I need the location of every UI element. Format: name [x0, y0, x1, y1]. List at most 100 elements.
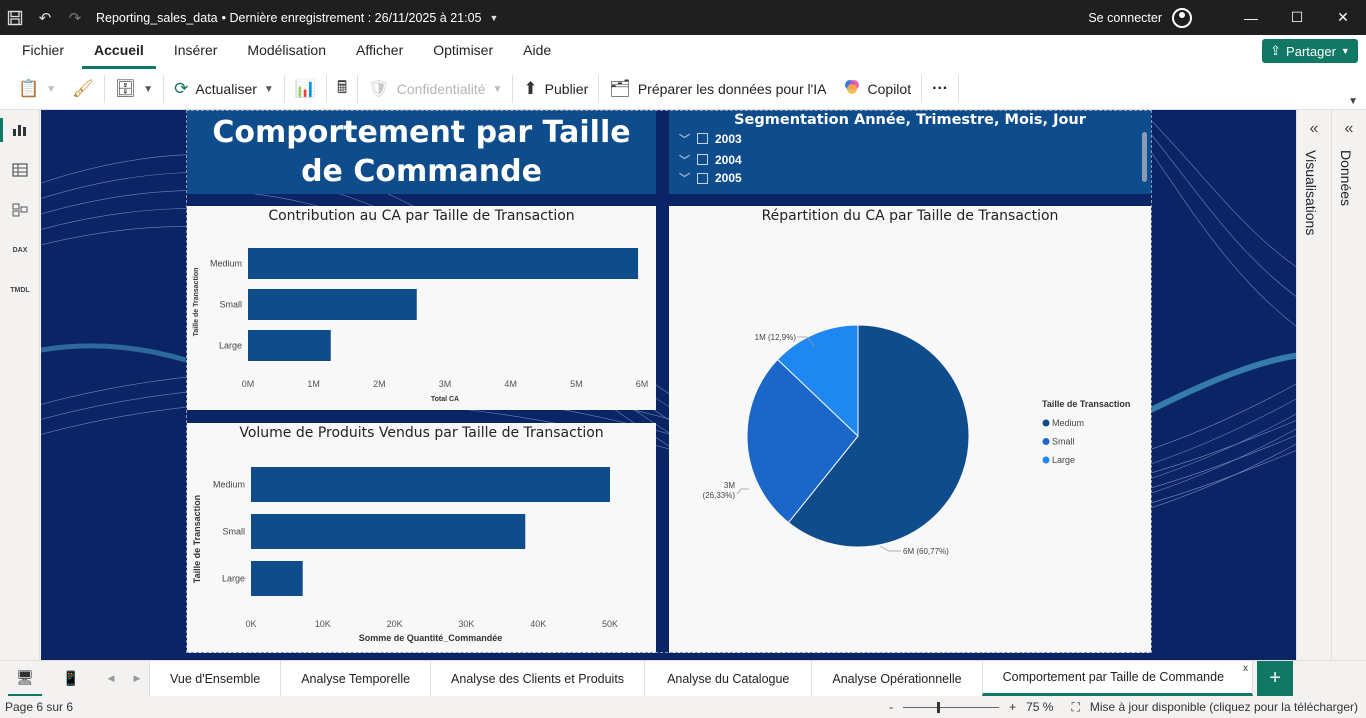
- date-slicer[interactable]: Segmentation Année, Trimestre, Mois, Jou…: [669, 110, 1151, 194]
- prepare-ai-button[interactable]: 🗂 Préparer les données pour l'IA: [601, 72, 834, 106]
- chevron-down-icon: ▼: [1340, 46, 1350, 56]
- zoom-out-icon[interactable]: -: [889, 700, 894, 714]
- menu-optimiser[interactable]: Optimiser: [433, 42, 494, 58]
- divider: [512, 75, 514, 103]
- bar-small: [248, 289, 417, 320]
- menu-inserer[interactable]: Insérer: [173, 42, 218, 58]
- minimize-icon[interactable]: —: [1244, 9, 1258, 26]
- menu-accueil[interactable]: Accueil: [82, 35, 156, 69]
- save-icon[interactable]: [0, 0, 30, 35]
- bar-medium: [248, 248, 639, 279]
- status-bar: Page 6 sur 6 - + 75 % ⛶ Mise à jour disp…: [0, 696, 1366, 718]
- category-label: Large: [222, 574, 245, 584]
- tab-analyse-catalogue[interactable]: Analyse du Catalogue: [644, 661, 813, 696]
- publish-button[interactable]: ⬆ Publier: [515, 72, 596, 106]
- tmdl-view-icon[interactable]: TMDL: [0, 270, 40, 310]
- chevron-down-icon: ▼: [263, 83, 274, 95]
- signin-link[interactable]: Se connecter: [1088, 10, 1162, 25]
- redo-icon[interactable]: ↷: [68, 9, 82, 27]
- new-visual-button[interactable]: 📊: [287, 72, 324, 106]
- menu-fichier[interactable]: Fichier: [22, 42, 65, 58]
- pie-data-label: (26,33%): [703, 491, 736, 500]
- publish-label: Publier: [544, 81, 589, 97]
- tab-analyse-operationnelle[interactable]: Analyse Opérationnelle: [811, 661, 983, 696]
- tab-vue-ensemble[interactable]: Vue d'Ensemble: [149, 661, 282, 696]
- more-options-button[interactable]: ···: [924, 72, 956, 106]
- revenue-bar-chart-card[interactable]: Contribution au CA par Taille de Transac…: [187, 206, 656, 410]
- undo-icon[interactable]: ↶: [38, 9, 52, 27]
- get-data-button[interactable]: 🗄 ▼: [107, 72, 162, 106]
- close-tab-icon[interactable]: x: [1243, 663, 1249, 674]
- x-axis-label: Total CA: [431, 396, 459, 403]
- divider: [958, 75, 960, 103]
- report-view-icon[interactable]: [0, 110, 40, 150]
- maximize-icon[interactable]: ☐: [1290, 9, 1304, 25]
- report-canvas[interactable]: Comportement par Taille de Commande Segm…: [41, 110, 1296, 660]
- prepare-ai-label: Préparer les données pour l'IA: [637, 81, 827, 97]
- x-tick-label: 5M: [570, 379, 583, 389]
- menu-modelisation[interactable]: Modélisation: [247, 42, 327, 58]
- fit-to-page-icon[interactable]: ⛶: [1071, 699, 1080, 714]
- tab-label: Comportement par Taille de Commande: [1002, 670, 1225, 684]
- zoom-slider-thumb[interactable]: [937, 701, 941, 713]
- pie-data-label: 3M: [724, 481, 735, 490]
- quantity-bar-chart-card[interactable]: Volume de Produits Vendus par Taille de …: [187, 423, 656, 653]
- checkbox[interactable]: [697, 172, 708, 184]
- brush-icon: 🖌: [72, 79, 94, 98]
- chevron-down-icon: ▼: [46, 83, 57, 95]
- tab-analyse-clients-produits[interactable]: Analyse des Clients et Produits: [430, 661, 646, 696]
- refresh-button[interactable]: ⟳ Actualiser ▼: [166, 72, 282, 106]
- chevron-down-icon[interactable]: ﹀: [679, 173, 690, 185]
- tab-comportement-taille[interactable]: Comportement par Taille de Commande x: [981, 661, 1254, 696]
- menu-afficher[interactable]: Afficher: [356, 42, 404, 58]
- dax-query-view-icon[interactable]: DAX: [0, 230, 40, 270]
- legend-item-label: Small: [1052, 437, 1075, 447]
- visualisations-pane[interactable]: « Visualisations: [1296, 110, 1331, 660]
- slicer-item[interactable]: ﹀ 2004: [679, 149, 1151, 170]
- checkbox[interactable]: [697, 133, 708, 144]
- slicer-title: Segmentation Année, Trimestre, Mois, Jou…: [734, 112, 1086, 128]
- prev-page-icon[interactable]: ◀: [107, 673, 115, 683]
- bar-large: [248, 330, 331, 361]
- data-pane[interactable]: « Données: [1331, 110, 1366, 660]
- pie-leader-line: [736, 488, 749, 495]
- paste-button[interactable]: 📋 ▼: [10, 72, 64, 106]
- slicer-item[interactable]: ﹀ 2005: [679, 170, 1151, 186]
- close-icon[interactable]: ✕: [1337, 9, 1349, 25]
- title-dropdown-icon[interactable]: ▼: [489, 12, 499, 23]
- menu-aide[interactable]: Aide: [523, 42, 552, 58]
- chevrons-left-icon[interactable]: «: [1309, 120, 1319, 137]
- desktop-layout-icon[interactable]: 🖥: [8, 661, 42, 696]
- next-page-icon[interactable]: ▶: [133, 673, 141, 683]
- legend-item-label: Medium: [1052, 418, 1084, 428]
- bar-medium: [251, 467, 610, 502]
- publish-icon: ⬆: [523, 79, 538, 98]
- chevron-down-icon[interactable]: ﹀: [679, 154, 690, 167]
- slicer-item[interactable]: ﹀ 2003: [679, 128, 1151, 149]
- avatar-icon[interactable]: [1172, 7, 1192, 28]
- mobile-layout-icon[interactable]: 📱: [62, 670, 80, 686]
- checkbox[interactable]: [697, 154, 708, 165]
- chevrons-left-icon[interactable]: «: [1344, 120, 1354, 137]
- tab-analyse-temporelle[interactable]: Analyse Temporelle: [280, 661, 432, 696]
- zoom-slider[interactable]: [903, 701, 1000, 713]
- format-painter-button[interactable]: 🖌: [64, 72, 102, 106]
- page-tabs-bar: 🖥 📱 ◀ ▶ Vue d'Ensemble Analyse Temporell…: [0, 660, 1366, 696]
- copilot-button[interactable]: Copilot: [835, 72, 920, 106]
- revenue-pie-chart-card[interactable]: Répartition du CA par Taille de Transact…: [669, 206, 1151, 653]
- table-view-icon[interactable]: [0, 150, 40, 190]
- add-page-button[interactable]: +: [1257, 661, 1294, 696]
- chevron-down-icon[interactable]: ﹀: [679, 133, 690, 146]
- zoom-in-icon[interactable]: +: [1009, 700, 1017, 714]
- privacy-button[interactable]: 🛡 Confidentialité ▼: [360, 72, 510, 106]
- slicer-scrollbar[interactable]: [1142, 132, 1147, 182]
- x-axis-label: Somme de Quantité_Commandée: [359, 633, 503, 643]
- x-tick-label: 0K: [245, 619, 256, 629]
- x-tick-label: 50K: [602, 619, 618, 629]
- chevron-down-icon[interactable]: ▼: [1348, 96, 1358, 107]
- model-view-icon[interactable]: [0, 190, 40, 230]
- calculator-button[interactable]: 🖩: [329, 72, 355, 106]
- update-available-link[interactable]: Mise à jour disponible (cliquez pour la …: [1089, 700, 1358, 714]
- menu-bar: Fichier Accueil Insérer Modélisation Aff…: [0, 35, 1366, 69]
- share-button[interactable]: ⇪ Partager ▼: [1262, 39, 1358, 63]
